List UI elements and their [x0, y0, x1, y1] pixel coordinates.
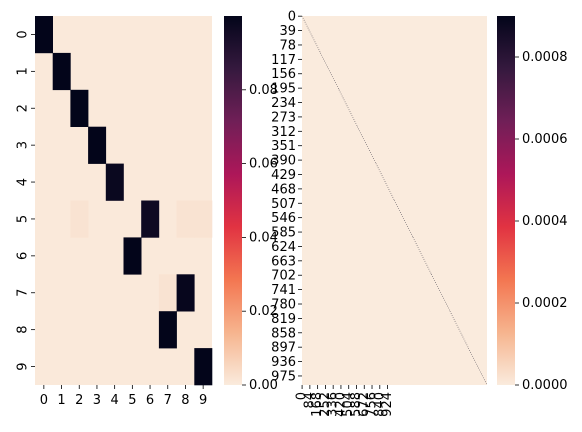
- colorbar-left-tick-label: 0.00: [249, 378, 278, 393]
- heatmap-right-y-tick-label: 546: [271, 211, 296, 226]
- heatmap-right-y-tick-label: 234: [271, 96, 296, 111]
- heatmap-right: 0841682523364205045886727568409240397811…: [271, 10, 488, 417]
- heatmap-left-cell: [158, 274, 177, 312]
- heatmap-left-y-tick-label: 1: [16, 67, 31, 75]
- heatmap-left-cell: [141, 200, 160, 238]
- heatmap-right-y-tick-label: 897: [271, 341, 296, 356]
- heatmap-right-diagonal-block: [431, 274, 451, 312]
- heatmap-right-y-tick-label: 351: [271, 139, 296, 154]
- heatmap-right-diagonal-block: [375, 163, 395, 201]
- colorbar-right-tick-label: 0.0008: [522, 50, 568, 65]
- colorbar-left-tick-label: 0.06: [249, 157, 278, 172]
- colorbar-right-tick-label: 0.0000: [522, 378, 568, 393]
- heatmap-right-y-tick-label: 390: [271, 154, 296, 169]
- heatmap-left-cell: [194, 200, 213, 238]
- heatmap-right-diagonal-block: [357, 126, 377, 164]
- heatmap-right-diagonal-block: [301, 15, 321, 54]
- heatmap-left-cell: [88, 126, 107, 164]
- heatmap-left-cell: [70, 200, 89, 238]
- heatmap-left-y-tick-label: 5: [16, 215, 31, 223]
- heatmap-right-y-tick-label: 195: [271, 82, 296, 97]
- heatmap-right-x-tick-label: 672: [357, 392, 372, 417]
- heatmap-right-diagonal-block: [412, 237, 432, 275]
- heatmap-left-x-tick-label: 7: [164, 393, 172, 408]
- heatmap-left-cell: [70, 89, 89, 127]
- heatmap-left-y-tick-label: 2: [16, 104, 31, 112]
- colorbar-left-gradient: [224, 16, 242, 385]
- heatmap-right-x-tick-label: 336: [326, 392, 341, 417]
- heatmap-right-y-tick-label: 156: [271, 67, 296, 82]
- heatmap-left-y-tick-label: 0: [16, 30, 31, 38]
- heatmap-right-y-tick-label: 936: [271, 355, 296, 370]
- heatmap-right-x-tick-label: 252: [318, 392, 333, 417]
- heatmap-right-y-tick-label: 858: [271, 326, 296, 341]
- heatmap-right-y-tick-label: 507: [271, 197, 296, 212]
- heatmap-left-y-tick-label: 9: [16, 362, 31, 370]
- colorbar-right: 0.0000 0.0002 0.0004 0.0006 0.0008: [497, 16, 568, 393]
- heatmap-right-x-tick-label: 504: [341, 392, 356, 417]
- heatmap-right-x-tick-label: 924: [380, 392, 395, 417]
- heatmap-right-diagonal-block: [394, 200, 414, 238]
- heatmap-right-diagonal-block: [468, 347, 488, 386]
- heatmap-right-x-tick-label: 0: [295, 392, 310, 400]
- heatmap-right-y-tick-label: 78: [279, 38, 296, 53]
- heatmap-right-y-tick-label: 117: [271, 53, 296, 68]
- heatmap-left-x-tick-label: 5: [128, 393, 136, 408]
- heatmap-left-x-tick-label: 9: [199, 393, 207, 408]
- heatmap-right-diagonal-block: [320, 52, 340, 90]
- heatmap-left-cell: [52, 52, 71, 91]
- heatmap-left-x-tick-label: 0: [40, 393, 48, 408]
- heatmap-right-y-tick-label: 429: [271, 168, 296, 183]
- heatmap-right-x-tick-label: 84: [302, 392, 317, 409]
- colorbar-right-gradient: [497, 16, 515, 385]
- heatmap-left-cell: [176, 200, 195, 238]
- heatmap-right-y-tick-label: 624: [271, 240, 296, 255]
- heatmap-left-cell: [123, 237, 142, 275]
- heatmap-left-x-tick-label: 3: [93, 393, 101, 408]
- heatmap-right-x-tick-label: 168: [310, 392, 325, 417]
- colorbar-right-tick-label: 0.0004: [522, 214, 568, 229]
- heatmap-left-x-tick-label: 4: [111, 393, 119, 408]
- heatmap-left-x-tick-label: 8: [181, 393, 189, 408]
- heatmap-left-y-tick-label: 3: [16, 141, 31, 149]
- heatmap-left-cell: [158, 311, 177, 349]
- heatmap-right-diagonal-block: [449, 311, 469, 349]
- colorbar-left-tick-label: 0.02: [249, 304, 278, 319]
- colorbar-right-tick-label: 0.0002: [522, 296, 568, 311]
- heatmap-right-x-tick-label: 420: [333, 392, 348, 417]
- heatmap-left-x-tick-label: 1: [57, 393, 65, 408]
- heatmap-right-y-tick-label: 273: [271, 110, 296, 125]
- heatmap-right-x-tick-label: 840: [372, 392, 387, 417]
- heatmap-right-x-tick-label: 756: [365, 392, 380, 417]
- heatmap-right-x-tick-label: 588: [349, 392, 364, 417]
- heatmap-right-y-tick-label: 663: [271, 254, 296, 269]
- heatmap-right-diagonal-block: [338, 89, 358, 127]
- heatmap-left-cell: [194, 348, 213, 386]
- heatmap-left-x-tick-label: 6: [146, 393, 154, 408]
- heatmap-left-x-tick-label: 2: [75, 393, 83, 408]
- heatmap-left-y-tick-label: 8: [16, 326, 31, 334]
- heatmap-right-y-tick-label: 741: [271, 283, 296, 298]
- heatmap-right-y-tick-label: 975: [271, 369, 296, 384]
- heatmap-right-y-tick-label: 39: [279, 24, 296, 39]
- heatmap-right-y-tick-label: 585: [271, 226, 296, 241]
- heatmap-right-y-tick-label: 0: [288, 10, 296, 25]
- colorbar-right-tick-label: 0.0006: [522, 132, 568, 147]
- heatmap-left-y-tick-label: 7: [16, 289, 31, 297]
- heatmap-right-y-tick-label: 312: [271, 125, 296, 140]
- colorbar-left-tick-label: 0.08: [249, 83, 278, 98]
- colorbar-left: 0.00 0.02 0.04 0.06 0.08: [224, 16, 278, 393]
- colorbar-left-tick-label: 0.04: [249, 230, 278, 245]
- heatmap-left-cell: [105, 163, 124, 201]
- heatmap-left-cell: [35, 16, 53, 54]
- heatmap-left-cell: [176, 274, 195, 312]
- heatmap-left-y-tick-label: 6: [16, 252, 31, 260]
- heatmap-right-y-tick-label: 468: [271, 182, 296, 197]
- heatmap-right-y-tick-label: 780: [271, 298, 296, 313]
- heatmap-right-y-tick-label: 819: [271, 312, 296, 327]
- heatmap-left-y-tick-label: 4: [16, 178, 31, 186]
- heatmap-right-y-tick-label: 702: [271, 269, 296, 284]
